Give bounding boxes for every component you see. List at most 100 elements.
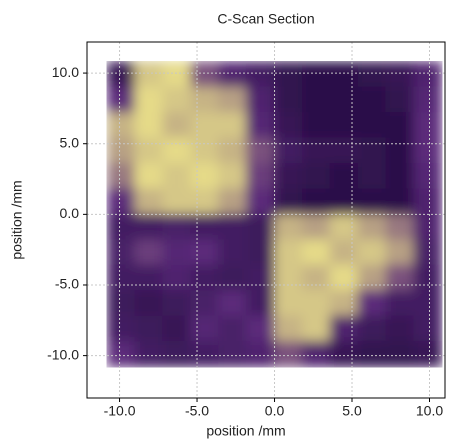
heatmap-cell xyxy=(106,315,136,342)
heatmap-cell xyxy=(274,162,303,190)
heatmap-cell xyxy=(274,137,303,164)
x-tick-label: -5.0 xyxy=(185,403,209,419)
heatmap-cell xyxy=(357,264,387,292)
x-tick-label: -10.0 xyxy=(104,403,136,419)
heatmap-cell xyxy=(274,239,303,266)
heatmap-cell xyxy=(274,61,303,88)
heatmap-cell xyxy=(246,315,276,342)
heatmap-cell xyxy=(329,162,359,190)
heatmap-cell xyxy=(190,162,220,190)
heatmap-cell xyxy=(357,290,387,317)
heatmap-cell xyxy=(190,239,220,266)
heatmap-cell xyxy=(134,264,164,292)
heatmap-cell xyxy=(134,61,164,88)
heatmap-cell xyxy=(106,213,136,241)
heatmap-cell xyxy=(413,162,443,190)
heatmap-cell xyxy=(190,137,220,164)
heatmap-cell xyxy=(301,162,331,190)
heatmap-cell xyxy=(106,137,136,164)
heatmap-cell xyxy=(274,112,303,139)
heatmap-cell xyxy=(357,162,387,190)
heatmap-cell xyxy=(357,340,387,368)
heatmap-cell xyxy=(162,340,192,368)
heatmap-cell xyxy=(106,239,136,266)
heatmap-cell xyxy=(218,86,248,114)
heatmap-cell xyxy=(246,112,276,139)
heatmap-cell xyxy=(385,188,415,215)
heatmap-cell xyxy=(134,340,164,368)
heatmap-cell xyxy=(329,290,359,317)
y-tick-label: 5.0 xyxy=(60,134,80,150)
heatmap-cell xyxy=(162,239,192,266)
heatmap-cell xyxy=(162,137,192,164)
heatmap-cell xyxy=(218,188,248,215)
heatmap-cell xyxy=(385,213,415,241)
heatmap-cell xyxy=(413,137,443,164)
heatmap-cell xyxy=(329,340,359,368)
heatmap-cell xyxy=(218,61,248,88)
heatmap-cell xyxy=(190,340,220,368)
heatmap-cell xyxy=(385,86,415,114)
heatmap-cell xyxy=(329,86,359,114)
heatmap-cell xyxy=(385,315,415,342)
heatmap-cell xyxy=(246,86,276,114)
heatmap-cell xyxy=(106,86,136,114)
heatmap-cell xyxy=(106,162,136,190)
heatmap-cell xyxy=(106,61,136,88)
heatmap-cell xyxy=(301,112,331,139)
heatmap-cell xyxy=(246,239,276,266)
heatmap-cell xyxy=(301,315,331,342)
heatmap-cell xyxy=(190,264,220,292)
heatmap-cell xyxy=(246,264,276,292)
heatmap-cell xyxy=(162,112,192,139)
heatmap-cell xyxy=(274,264,303,292)
heatmap-cell xyxy=(413,188,443,215)
heatmap-cell xyxy=(106,264,136,292)
heatmap-cell xyxy=(301,188,331,215)
chart-title: C-Scan Section xyxy=(217,11,314,27)
heatmap-cell xyxy=(413,264,443,292)
heatmap-cell xyxy=(246,188,276,215)
heatmap-cell xyxy=(134,162,164,190)
heatmap-cell xyxy=(246,290,276,317)
heatmap-cell xyxy=(301,340,331,368)
heatmap-cell xyxy=(274,188,303,215)
plot-frame xyxy=(86,41,446,399)
heatmap-cell xyxy=(357,315,387,342)
heatmap-cell xyxy=(106,290,136,317)
heatmap-cell xyxy=(329,188,359,215)
heatmap-cell xyxy=(413,315,443,342)
heatmap-cell xyxy=(301,137,331,164)
heatmap-cell xyxy=(413,86,443,114)
heatmap-cell xyxy=(329,213,359,241)
heatmap-cell xyxy=(218,112,248,139)
heatmap-cell xyxy=(134,315,164,342)
heatmap-cell xyxy=(218,340,248,368)
heatmap-cell xyxy=(301,239,331,266)
heatmap-cell xyxy=(385,162,415,190)
x-tick-label: 10.0 xyxy=(416,403,443,419)
x-tick-label: 5.0 xyxy=(342,403,362,419)
heatmap-cell xyxy=(162,264,192,292)
heatmap-cell xyxy=(246,137,276,164)
heatmap-cell xyxy=(329,264,359,292)
heatmap-cell xyxy=(162,315,192,342)
heatmap-cell xyxy=(134,188,164,215)
heatmap-cell xyxy=(134,137,164,164)
y-tick-label: -5.0 xyxy=(55,276,79,292)
heatmap-cell xyxy=(218,239,248,266)
heatmap-cell xyxy=(329,315,359,342)
heatmap-cell xyxy=(190,315,220,342)
heatmap-cell xyxy=(162,188,192,215)
heatmap-cell xyxy=(329,112,359,139)
heatmap-cell xyxy=(162,162,192,190)
heatmap-cell xyxy=(106,188,136,215)
heatmap-cell xyxy=(134,112,164,139)
heatmap-cell xyxy=(357,86,387,114)
heatmap-cell xyxy=(329,239,359,266)
heatmap-cell xyxy=(329,61,359,88)
heatmap-cell xyxy=(162,290,192,317)
y-tick-label: -10.0 xyxy=(47,346,79,362)
heatmap-cell xyxy=(190,112,220,139)
